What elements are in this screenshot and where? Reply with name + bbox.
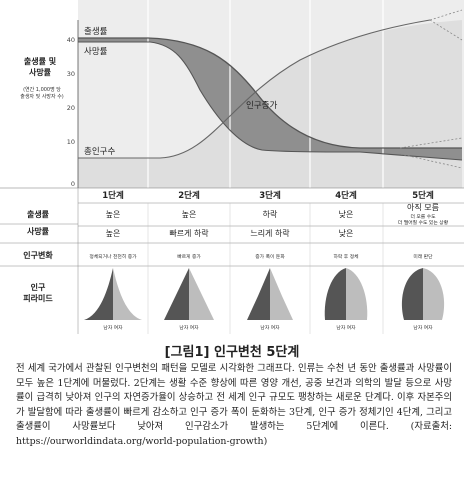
row-label-pyramid-1: 인구 — [31, 282, 46, 292]
gender-1: 남자 여자 — [103, 324, 123, 331]
y-axis-label-1: 출생률 및 — [24, 56, 56, 66]
growth-label: 인구증가 — [246, 100, 277, 111]
gender-3: 남자 여자 — [260, 324, 280, 331]
birth-3: 하락 — [263, 209, 278, 219]
y-axis-sub-2: 출생자 및 사망자 수) — [20, 93, 64, 100]
change-3: 증가 폭이 둔화 — [255, 253, 285, 260]
birth-2: 높은 — [182, 210, 197, 219]
stage-1: 1단계 — [102, 190, 124, 201]
population-label: 총인구수 — [84, 146, 115, 157]
row-label-birth: 출생률 — [27, 209, 50, 219]
row-labels: 출생률 사망률 인구변화 인구 피라미드 — [23, 209, 53, 303]
pyramid-stage-2 — [164, 268, 214, 320]
death-1: 높은 — [106, 229, 121, 238]
population-curve — [78, 19, 431, 159]
pyramid-stage-1 — [84, 268, 142, 320]
birth-rate-curve — [78, 37, 462, 149]
birth-rate-label: 출생률 — [84, 26, 108, 37]
gender-4: 남자 여자 — [336, 324, 356, 331]
birth-row: 높은 높은 하락 낮은 아직 모름 더 오를 수도 더 떨어질 수도 있는 상황 — [106, 202, 449, 226]
description-paragraph: 전 세계 국가에서 관찰된 인구변천의 패턴을 모델로 시각화한 그래프다. 인… — [16, 363, 452, 447]
y-tick-30: 30 — [67, 70, 75, 78]
birth-death-band — [78, 38, 462, 160]
death-row: 높은 빠르게 하락 느리게 하락 낮은 — [106, 228, 354, 238]
death-3: 느리게 하락 — [250, 228, 290, 238]
pyramid-stage-5 — [401, 268, 445, 320]
birth-4: 낮은 — [339, 209, 354, 219]
pyramid-stage-4 — [324, 268, 368, 320]
y-tick-0: 0 — [71, 180, 75, 188]
death-4: 낮은 — [339, 228, 354, 238]
death-2: 빠르게 하락 — [169, 228, 209, 238]
stage-headers: 1단계 2단계 3단계 4단계 5단계 — [102, 190, 434, 201]
demographic-transition-diagram: 40 30 20 10 0 출생률 사망률 총인구수 인구증가 출생률 및 사망… — [0, 0, 464, 334]
change-1: 정체되거나 천천히 증가 — [89, 253, 137, 260]
change-2: 빠르게 증가 — [177, 253, 201, 260]
pyramid-gender-labels: 남자 여자 남자 여자 남자 여자 남자 여자 남자 여자 — [103, 324, 433, 331]
birth-1: 높은 — [106, 210, 121, 219]
death-rate-label: 사망률 — [84, 46, 108, 57]
stage-5: 5단계 — [412, 190, 434, 201]
birth-future-up — [399, 137, 463, 149]
death-future-down — [399, 153, 463, 169]
change-4: 하락 후 정체 — [333, 253, 358, 260]
pyramid-stage-3 — [247, 268, 293, 320]
y-ticks: 40 30 20 10 0 — [67, 36, 75, 188]
gender-5: 남자 여자 — [413, 324, 433, 331]
stage-2: 2단계 — [178, 190, 200, 201]
stage-3: 3단계 — [259, 190, 281, 201]
population-area — [78, 20, 462, 188]
y-tick-40: 40 — [67, 36, 75, 44]
row-label-death: 사망률 — [27, 226, 50, 236]
population-future-up — [429, 9, 463, 21]
change-row: 정체되거나 천천히 증가 빠르게 증가 증가 폭이 둔화 하락 후 정체 미래 … — [89, 253, 433, 260]
birth-5-note-2: 더 떨어질 수도 있는 상황 — [398, 219, 449, 226]
y-tick-10: 10 — [67, 138, 75, 146]
stage-4: 4단계 — [335, 190, 357, 201]
change-5: 미래 판단 — [413, 253, 433, 260]
y-axis-sub-1: (연간 1,000명 당 — [23, 86, 61, 93]
death-rate-curve — [78, 41, 463, 161]
row-label-change: 인구변화 — [23, 250, 53, 260]
y-tick-20: 20 — [67, 104, 75, 112]
birth-5: 아직 모름 — [407, 202, 439, 212]
y-axis-label-2: 사망률 — [29, 67, 52, 77]
row-label-pyramid-2: 피라미드 — [23, 293, 53, 303]
gender-2: 남자 여자 — [179, 324, 199, 331]
birth-5-note-1: 더 오를 수도 — [410, 213, 436, 220]
figure-caption: [그림1] 인구변천 5단계 — [164, 345, 300, 360]
